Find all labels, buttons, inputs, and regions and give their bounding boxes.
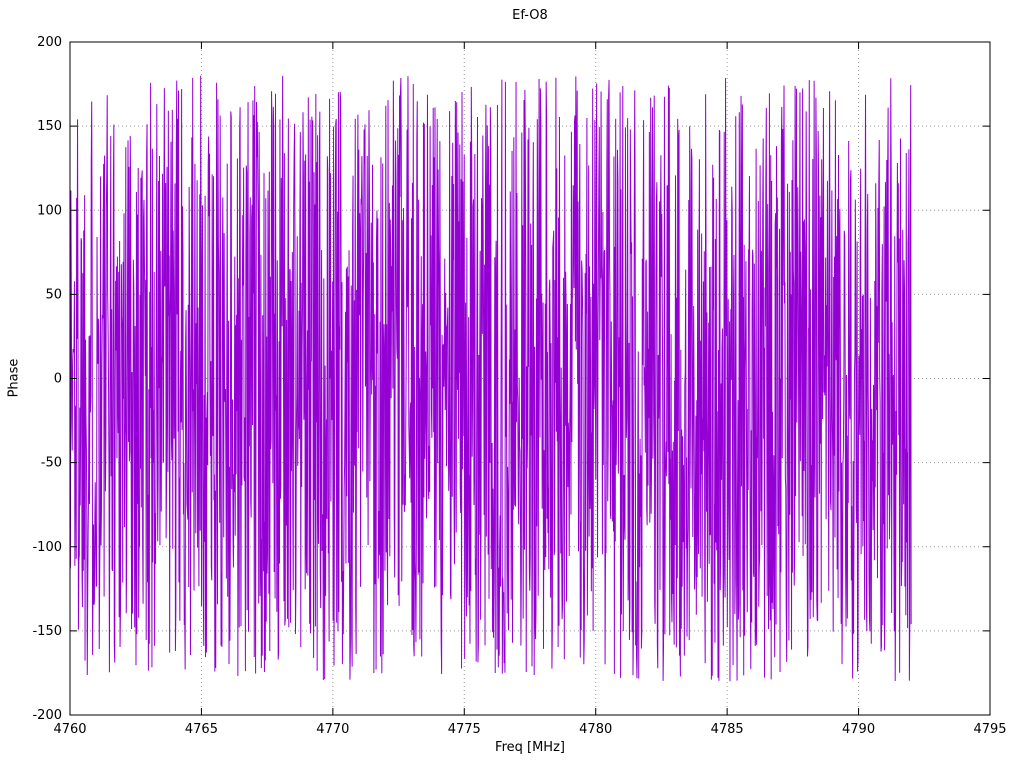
x-tick-label: 4760: [53, 722, 86, 737]
y-tick-label: -150: [32, 624, 62, 639]
x-tick-label: 4765: [185, 722, 218, 737]
x-tick-label: 4775: [448, 722, 481, 737]
x-tick-label: 4785: [711, 722, 744, 737]
y-tick-label: -50: [41, 456, 62, 471]
x-axis-label: Freq [MHz]: [495, 740, 565, 755]
y-tick-label: 50: [45, 287, 62, 302]
y-tick-label: 150: [37, 119, 62, 134]
x-tick-label: 4770: [316, 722, 349, 737]
y-tick-label: -100: [32, 540, 62, 555]
x-tick-label: 4795: [973, 722, 1006, 737]
y-tick-label: 100: [37, 203, 62, 218]
chart-title: Ef-O8: [512, 8, 548, 23]
phase-trace: [69, 75, 912, 682]
x-tick-label: 4780: [579, 722, 612, 737]
x-tick-label: 4790: [842, 722, 875, 737]
y-tick-label: 200: [37, 35, 62, 50]
y-tick-label: 0: [54, 372, 62, 387]
y-tick-label: -200: [32, 708, 62, 723]
